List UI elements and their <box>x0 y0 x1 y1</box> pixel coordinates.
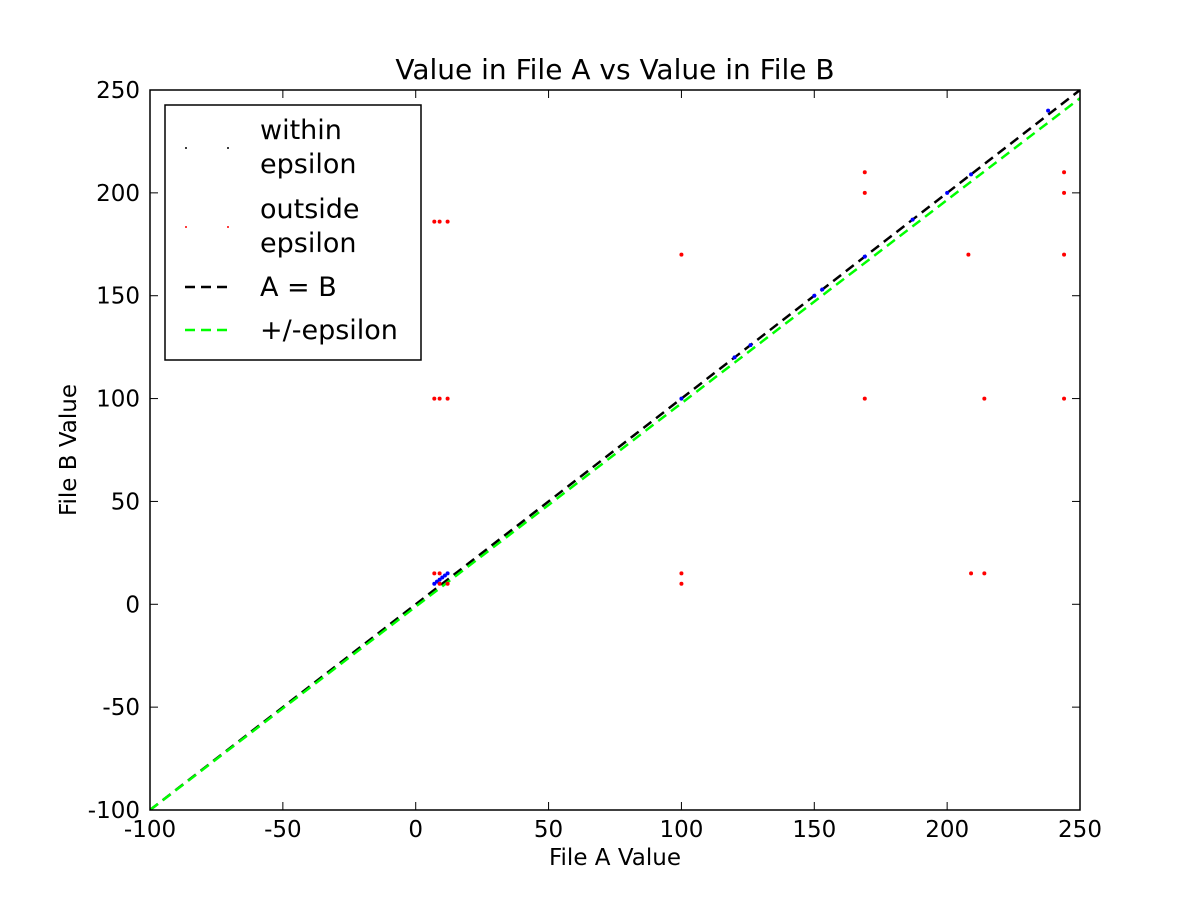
x-axis-label: File A Value <box>549 845 681 871</box>
x-tick-label: 0 <box>408 817 423 843</box>
data-point-outside-epsilon <box>1062 170 1067 175</box>
data-point-within-epsilon <box>862 254 867 259</box>
data-point-outside-epsilon <box>1062 252 1067 257</box>
legend-item: A = B <box>185 272 337 303</box>
data-point-outside-epsilon <box>437 396 442 401</box>
data-point-outside-epsilon <box>1062 396 1067 401</box>
y-tick-label: 150 <box>96 284 140 310</box>
data-point-within-epsilon <box>910 217 915 222</box>
x-tick-label: 100 <box>659 817 703 843</box>
y-tick-label: -50 <box>102 695 140 721</box>
data-point-outside-epsilon <box>862 170 867 175</box>
y-tick-label: 250 <box>96 78 140 104</box>
y-tick-label: 100 <box>96 387 140 413</box>
data-point-outside-epsilon <box>437 581 442 586</box>
plot-frame <box>149 89 1081 811</box>
legend-box <box>164 104 422 361</box>
data-point-outside-epsilon <box>432 219 437 224</box>
data-point-within-epsilon <box>812 293 817 298</box>
x-tick-label: 200 <box>925 817 969 843</box>
data-point-outside-epsilon <box>966 252 971 257</box>
legend-marker-point <box>227 147 229 149</box>
y-tick-label: 0 <box>125 592 140 618</box>
data-point-within-epsilon <box>445 571 450 576</box>
data-point-outside-epsilon <box>1062 190 1067 195</box>
data-point-within-epsilon <box>732 355 737 360</box>
legend-label: within <box>260 115 342 146</box>
legend-item: +/-epsilon <box>185 315 398 346</box>
data-point-outside-epsilon <box>445 581 450 586</box>
data-point-outside-epsilon <box>445 219 450 224</box>
data-point-outside-epsilon <box>862 396 867 401</box>
data-point-outside-epsilon <box>969 571 974 576</box>
data-point-outside-epsilon <box>679 581 684 586</box>
y-tick-label: 50 <box>111 489 140 515</box>
chart-title: Value in File A vs Value in File B <box>395 53 834 86</box>
data-point-within-epsilon <box>969 172 974 177</box>
legend-label: A = B <box>260 272 337 303</box>
data-point-within-epsilon <box>820 287 825 292</box>
plot-area: -100 -50 0 50 100 150 200 250 -100 -50 0 50 100 150 20… <box>88 78 1102 843</box>
data-point-outside-epsilon <box>679 252 684 257</box>
data-point-outside-epsilon <box>437 219 442 224</box>
legend-marker-point <box>185 147 187 149</box>
series-line-epsilon <box>150 97 1080 810</box>
x-tick-label: -50 <box>264 817 302 843</box>
data-point-outside-epsilon <box>432 571 437 576</box>
data-point-outside-epsilon <box>862 190 867 195</box>
data-point-within-epsilon <box>679 396 684 401</box>
data-point-within-epsilon <box>1046 108 1051 113</box>
x-tick-label: 50 <box>534 817 563 843</box>
legend-label: epsilon <box>260 228 356 259</box>
x-tick-label: 250 <box>1058 817 1102 843</box>
legend-marker-point <box>185 226 187 228</box>
data-point-within-epsilon <box>945 190 950 195</box>
data-point-within-epsilon <box>748 343 753 348</box>
data-point-outside-epsilon <box>432 396 437 401</box>
data-layer <box>150 90 1080 810</box>
legend-label: +/-epsilon <box>260 315 398 346</box>
legend-label: epsilon <box>260 149 356 180</box>
legend-marker-point <box>227 226 229 228</box>
x-tick-label: 150 <box>792 817 836 843</box>
y-tick-label: 200 <box>96 181 140 207</box>
data-point-outside-epsilon <box>445 396 450 401</box>
data-point-outside-epsilon <box>982 571 987 576</box>
data-point-outside-epsilon <box>679 571 684 576</box>
data-point-outside-epsilon <box>437 571 442 576</box>
legend-label: outside <box>260 194 360 225</box>
y-axis-label: File B Value <box>56 384 82 516</box>
x-tick-label: -100 <box>124 817 176 843</box>
y-tick-label: -100 <box>88 798 140 824</box>
data-point-outside-epsilon <box>982 396 987 401</box>
